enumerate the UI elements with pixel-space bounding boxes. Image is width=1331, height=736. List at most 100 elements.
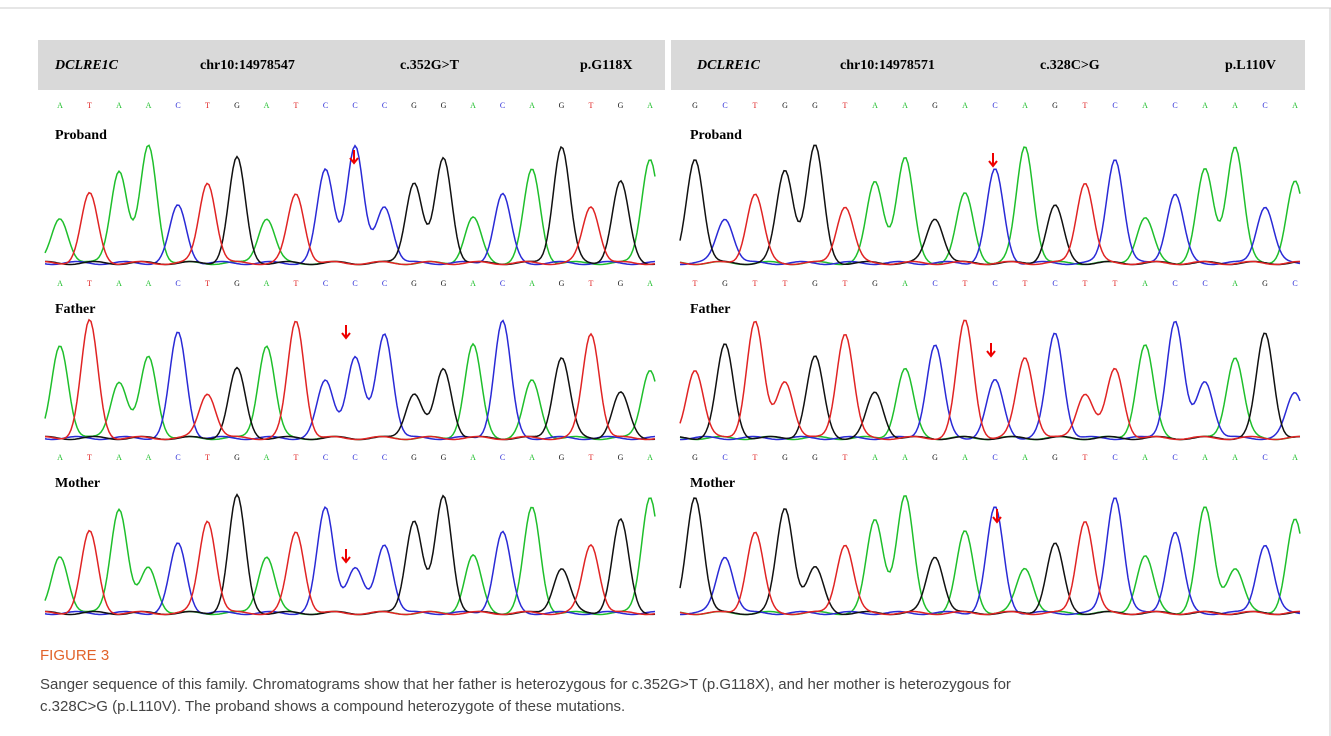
base-call: C (500, 279, 505, 288)
base-call: A (902, 453, 908, 462)
base-call: C (175, 101, 180, 110)
base-call: G (559, 101, 565, 110)
trace (680, 322, 1300, 440)
caption-line: Sanger sequence of this family. Chromato… (40, 676, 1011, 693)
base-call: T (753, 453, 758, 462)
base-call: T (693, 279, 698, 288)
base-call: C (1172, 279, 1177, 288)
base-call: C (1262, 101, 1267, 110)
base-call: A (470, 101, 476, 110)
base-call: G (1262, 279, 1268, 288)
base-call: C (500, 101, 505, 110)
base-call: T (87, 101, 92, 110)
base-call: A (647, 279, 653, 288)
base-call: G (441, 101, 447, 110)
base-call: C (1172, 453, 1177, 462)
base-call: A (1292, 101, 1298, 110)
base-call: A (962, 101, 968, 110)
header-field: chr10:14978547 (200, 58, 295, 73)
base-call: G (559, 279, 565, 288)
base-call: T (843, 453, 848, 462)
base-call: A (470, 453, 476, 462)
base-call: G (782, 453, 788, 462)
header-band (38, 40, 665, 90)
base-call: A (1232, 279, 1238, 288)
base-call: T (843, 101, 848, 110)
base-call: A (647, 453, 653, 462)
base-call: G (812, 453, 818, 462)
trace (45, 146, 655, 265)
base-call: C (323, 101, 328, 110)
figure-label: FIGURE 3 (40, 647, 109, 664)
base-call: A (1202, 453, 1208, 462)
base-call: T (87, 453, 92, 462)
base-call: A (116, 101, 122, 110)
base-call: G (234, 279, 240, 288)
base-call: A (264, 279, 270, 288)
base-call: A (264, 453, 270, 462)
base-call: A (57, 101, 63, 110)
trace (45, 495, 655, 615)
base-call: T (1113, 279, 1118, 288)
base-call: A (470, 279, 476, 288)
base-call: C (1052, 279, 1057, 288)
base-call: C (1202, 279, 1207, 288)
base-call: C (1292, 279, 1297, 288)
base-call: T (294, 453, 299, 462)
base-call: T (963, 279, 968, 288)
base-call: A (1232, 453, 1238, 462)
header-field: chr10:14978571 (840, 58, 935, 73)
trace (680, 345, 1300, 439)
trace (45, 507, 655, 614)
base-call: A (872, 453, 878, 462)
base-call: A (1022, 453, 1028, 462)
base-call: G (234, 453, 240, 462)
base-call: G (618, 279, 624, 288)
gene-name: DCLRE1C (696, 58, 761, 73)
trace (680, 498, 1300, 614)
sample-label: Mother (55, 476, 100, 491)
sample-label: Mother (690, 476, 735, 491)
trace (45, 521, 655, 614)
base-call: A (146, 101, 152, 110)
base-call: A (1142, 101, 1148, 110)
trace (680, 160, 1300, 264)
base-call: C (323, 279, 328, 288)
mutation-arrow (993, 509, 1001, 522)
base-call: T (843, 279, 848, 288)
base-call: G (411, 453, 417, 462)
base-call: G (812, 101, 818, 110)
base-call: A (146, 453, 152, 462)
base-call: G (559, 453, 565, 462)
base-call: A (57, 453, 63, 462)
mutation-arrow (342, 549, 350, 562)
base-call: G (722, 279, 728, 288)
base-call: C (992, 453, 997, 462)
base-call: C (932, 279, 937, 288)
trace (680, 498, 1300, 614)
base-call: C (382, 101, 387, 110)
base-call: G (932, 101, 938, 110)
base-call: T (753, 101, 758, 110)
trace (45, 183, 655, 264)
base-call: A (529, 453, 535, 462)
base-call: A (116, 453, 122, 462)
base-call: G (812, 279, 818, 288)
gene-name: DCLRE1C (54, 58, 119, 73)
base-call: A (1142, 453, 1148, 462)
base-call: T (1083, 101, 1088, 110)
base-call: T (783, 279, 788, 288)
sample-label: Proband (690, 128, 742, 143)
base-call: C (382, 279, 387, 288)
base-call: G (411, 279, 417, 288)
header-band (671, 40, 1305, 90)
base-call: T (1083, 279, 1088, 288)
base-call: A (529, 101, 535, 110)
base-call: A (902, 279, 908, 288)
base-call: A (1142, 279, 1148, 288)
base-call: A (116, 279, 122, 288)
trace (680, 522, 1300, 615)
base-call: A (529, 279, 535, 288)
sample-label: Father (690, 302, 730, 317)
trace (680, 496, 1300, 615)
